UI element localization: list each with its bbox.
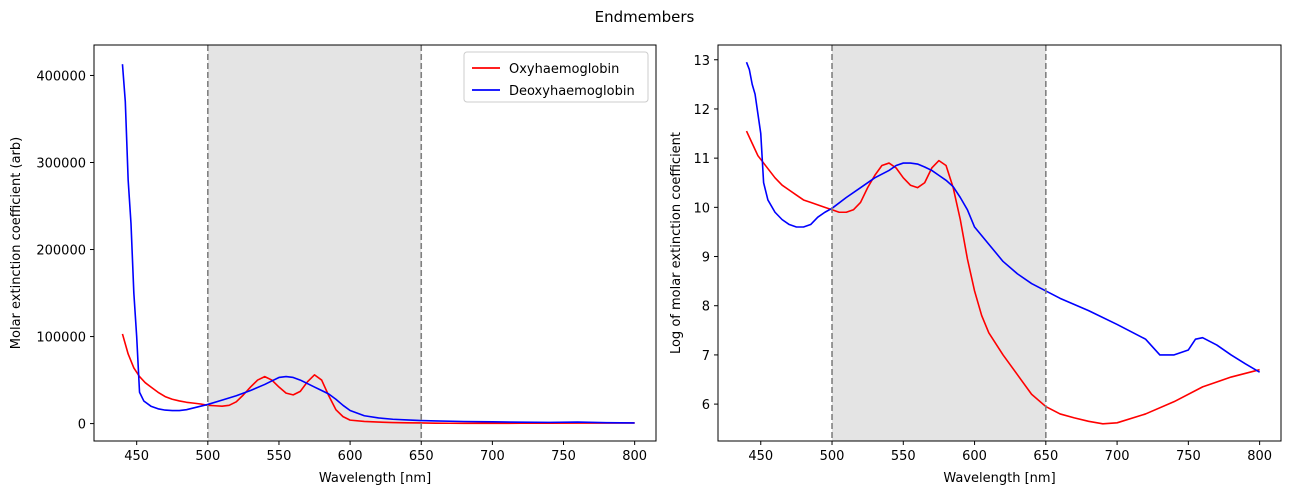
legend-label-oxyhaemoglobin: Oxyhaemoglobin <box>509 62 619 77</box>
y-axis-label: Log of molar extinction coefficient <box>669 132 684 354</box>
x-tick-label: 450 <box>748 449 773 464</box>
y-tick-label: 400000 <box>36 69 86 84</box>
right-chart: 450 500 550 600 650 700 750 800 6 7 8 9 10 11 12 13 Wave… <box>669 44 1282 486</box>
y-tick-label: 7 <box>702 349 710 364</box>
y-tick-label: 0 <box>78 418 86 433</box>
x-axis-label: Wavelength [nm] <box>319 471 431 486</box>
y-tick-label: 11 <box>693 152 710 167</box>
y-tick-label: 6 <box>702 398 710 413</box>
y-tick-label: 8 <box>702 300 710 315</box>
y-tick-label: 13 <box>693 54 710 69</box>
y-tick-label: 200000 <box>36 244 86 259</box>
figure-title: Endmembers <box>595 8 695 26</box>
shaded-span <box>832 45 1046 441</box>
y-tick-label: 9 <box>702 251 710 266</box>
x-tick-label: 600 <box>338 449 363 464</box>
plot-frame <box>93 44 657 442</box>
x-tick-label: 600 <box>962 449 987 464</box>
x-tick-label: 650 <box>409 449 434 464</box>
x-tick-label: 800 <box>1247 449 1272 464</box>
series-group <box>745 61 1261 425</box>
plot-frame <box>717 44 1282 442</box>
x-tick-label: 550 <box>891 449 916 464</box>
x-tick-label: 500 <box>820 449 845 464</box>
series-group <box>121 64 635 425</box>
y-tick-label: 12 <box>693 103 710 118</box>
x-tick-label: 800 <box>622 449 647 464</box>
shaded-span <box>207 45 422 441</box>
x-tick-label: 550 <box>267 449 292 464</box>
left-chart: 450 500 550 600 650 700 750 800 0 100000 200000 300… <box>9 44 657 486</box>
series-line-oxyhaemoglobin <box>745 130 1260 425</box>
x-tick-label: 750 <box>551 449 576 464</box>
series-line-oxyhaemoglobin <box>121 333 635 425</box>
legend-box <box>463 51 649 103</box>
y-tick-label: 100000 <box>36 331 86 346</box>
x-tick-label: 700 <box>1105 449 1130 464</box>
x-tick-label: 500 <box>195 449 220 464</box>
x-tick-label: 450 <box>124 449 149 464</box>
x-tick-label: 700 <box>480 449 505 464</box>
y-tick-label: 10 <box>693 201 710 216</box>
legend: Oxyhaemoglobin Deoxyhaemoglobin <box>463 51 649 103</box>
x-tick-label: 650 <box>1033 449 1058 464</box>
x-tick-label: 750 <box>1176 449 1201 464</box>
series-line-deoxyhaemoglobin <box>121 64 635 424</box>
y-axis-label: Molar extinction coefficient (arb) <box>9 137 24 349</box>
legend-label-deoxyhaemoglobin: Deoxyhaemoglobin <box>509 84 635 99</box>
series-line-deoxyhaemoglobin <box>745 61 1261 373</box>
y-tick-label: 300000 <box>36 156 86 171</box>
x-axis-label: Wavelength [nm] <box>943 471 1055 486</box>
